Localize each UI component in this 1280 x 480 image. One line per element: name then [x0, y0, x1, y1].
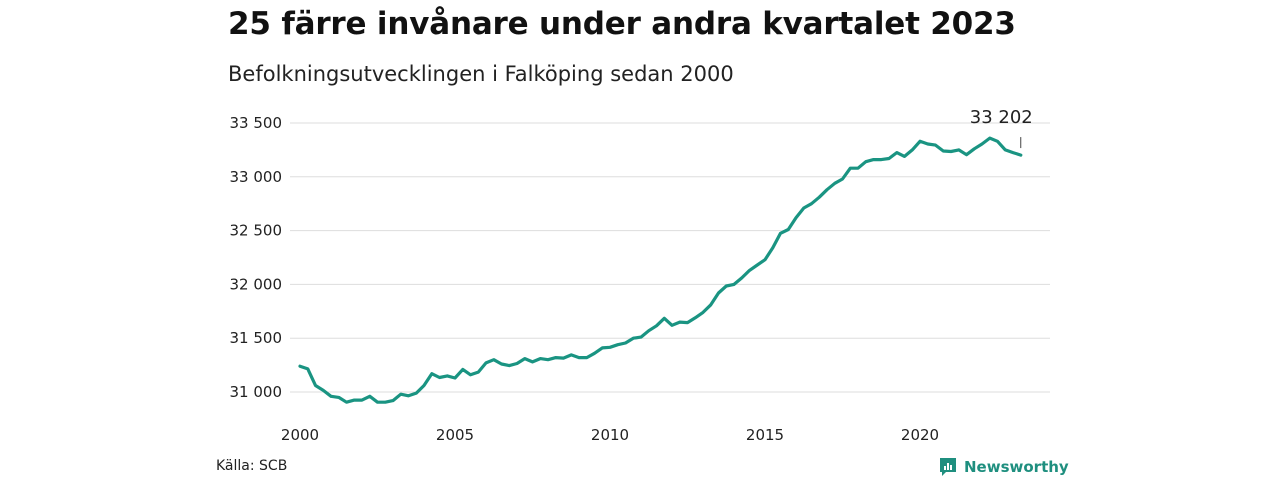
brand-name: Newsworthy: [964, 458, 1069, 476]
x-tick-label: 2000: [281, 426, 319, 444]
y-tick-label: 33 000: [230, 168, 283, 186]
x-tick-label: 2005: [436, 426, 474, 444]
chart-subtitle: Befolkningsutvecklingen i Falköping seda…: [228, 62, 734, 86]
chart-title: 25 färre invånare under andra kvartalet …: [228, 6, 1016, 42]
x-axis-ticks: 2000 2005 2010 2015 2020: [281, 426, 939, 444]
x-tick-label: 2020: [901, 426, 939, 444]
y-axis-ticks: 31 000 31 500 32 000 32 500 33 000 33 500: [230, 114, 283, 401]
x-tick-label: 2010: [591, 426, 629, 444]
y-tick-label: 32 000: [230, 275, 283, 293]
newsworthy-icon: [940, 458, 956, 476]
brand-logo: Newsworthy: [938, 456, 1069, 478]
y-tick-label: 31 500: [230, 329, 283, 347]
end-value-label: 33 202: [970, 107, 1033, 128]
x-tick-label: 2015: [746, 426, 784, 444]
source-note: Källa: SCB: [216, 458, 288, 474]
y-grid: [290, 122, 1050, 393]
y-tick-label: 32 500: [230, 222, 283, 240]
y-tick-label: 33 500: [230, 114, 283, 132]
series-line-population: [298, 136, 1023, 404]
y-tick-label: 31 000: [230, 383, 283, 401]
